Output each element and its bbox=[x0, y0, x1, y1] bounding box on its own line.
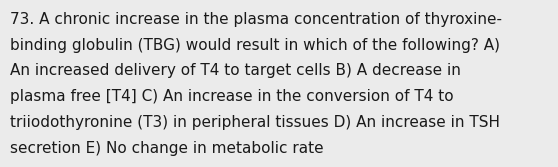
Text: An increased delivery of T4 to target cells B) A decrease in: An increased delivery of T4 to target ce… bbox=[10, 63, 461, 78]
Text: secretion E) No change in metabolic rate: secretion E) No change in metabolic rate bbox=[10, 141, 324, 156]
Text: binding globulin (TBG) would result in which of the following? A): binding globulin (TBG) would result in w… bbox=[10, 38, 500, 53]
Text: plasma free [T4] C) An increase in the conversion of T4 to: plasma free [T4] C) An increase in the c… bbox=[10, 89, 454, 104]
Text: 73. A chronic increase in the plasma concentration of thyroxine-: 73. A chronic increase in the plasma con… bbox=[10, 12, 502, 27]
Text: triiodothyronine (T3) in peripheral tissues D) An increase in TSH: triiodothyronine (T3) in peripheral tiss… bbox=[10, 115, 500, 130]
